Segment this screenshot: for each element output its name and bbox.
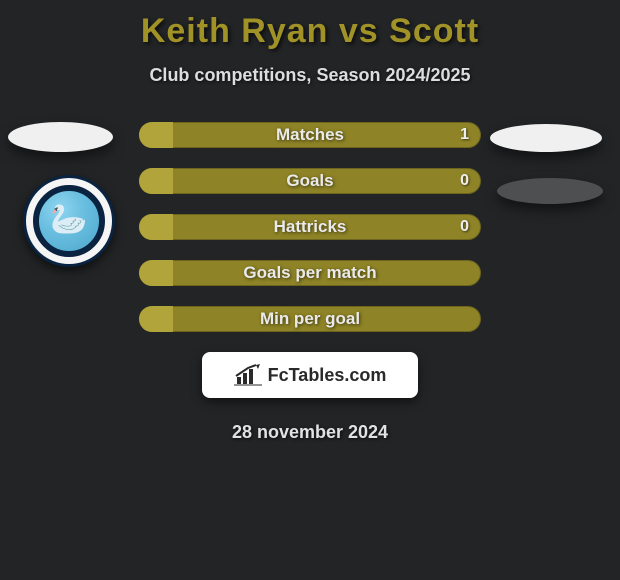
fctables-logo: FcTables.com [202, 352, 418, 398]
stat-bar: Goals0 [139, 168, 481, 194]
stat-bar: Hattricks0 [139, 214, 481, 240]
player-right-placeholder-1 [490, 124, 602, 152]
stat-bar-value-right: 0 [460, 168, 469, 194]
stat-bar-label: Goals per match [139, 260, 481, 286]
stat-bar: Goals per match [139, 260, 481, 286]
stat-bar-label: Goals [139, 168, 481, 194]
stat-bar: Min per goal [139, 306, 481, 332]
date-text: 28 november 2024 [0, 422, 620, 443]
page-title: Keith Ryan vs Scott [0, 0, 620, 51]
club-badge: 🦢 [23, 175, 115, 267]
subtitle: Club competitions, Season 2024/2025 [0, 65, 620, 86]
player-left-placeholder [8, 122, 113, 152]
stat-bar-label: Hattricks [139, 214, 481, 240]
stat-bar: Matches1 [139, 122, 481, 148]
player-right-placeholder-2 [497, 178, 603, 204]
stat-bar-value-right: 0 [460, 214, 469, 240]
stat-bar-value-right: 1 [460, 122, 469, 148]
stat-bar-label: Min per goal [139, 306, 481, 332]
club-badge-inner: 🦢 [33, 185, 105, 257]
swan-icon: 🦢 [50, 205, 87, 235]
logo-text: FcTables.com [268, 365, 387, 386]
chart-icon [234, 364, 262, 386]
stat-bar-label: Matches [139, 122, 481, 148]
stat-bars-container: Matches1Goals0Hattricks0Goals per matchM… [139, 122, 481, 332]
